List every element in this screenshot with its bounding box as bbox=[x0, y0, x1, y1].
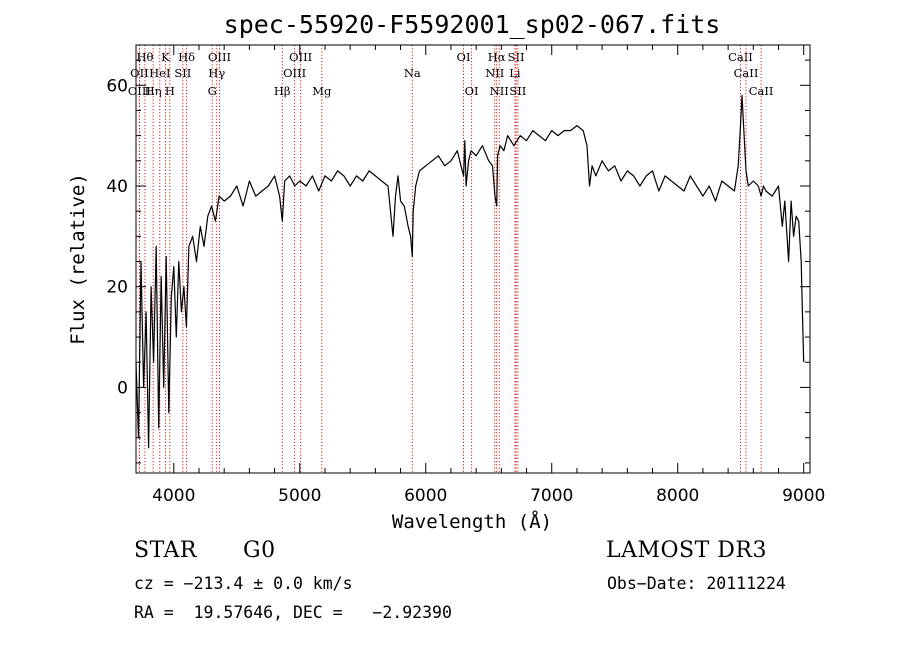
line-marker-label-20: Hα bbox=[488, 50, 506, 64]
x-tick-label-5: 9000 bbox=[782, 486, 825, 506]
line-marker-label-25: CaII bbox=[728, 50, 753, 64]
line-marker-label-24: SII bbox=[509, 84, 526, 98]
x-tick-label-1: 5000 bbox=[278, 486, 321, 506]
x-axis-label: Wavelength (Å) bbox=[392, 510, 552, 533]
line-marker-label-27: CaII bbox=[749, 84, 774, 98]
survey-name: LAMOST DR3 bbox=[606, 538, 767, 563]
spectrum-line bbox=[135, 94, 805, 449]
line-marker-label-17: OI bbox=[457, 50, 471, 64]
observation-date: Obs−Date: 20111224 bbox=[607, 574, 786, 593]
line-marker-label-5: K bbox=[161, 50, 170, 64]
x-tick-label-3: 7000 bbox=[530, 486, 573, 506]
line-marker-label-7: SII bbox=[174, 66, 191, 80]
line-marker-label-21: NII bbox=[490, 84, 509, 98]
spectrum-series bbox=[135, 94, 805, 449]
line-marker-label-10: Hγ bbox=[208, 66, 225, 80]
axis-ticks: 4000 5000 6000 7000 8000 9000 0 20 40 60 bbox=[106, 45, 825, 506]
chart-title: spec-55920-F5592001_sp02-067.fits bbox=[224, 10, 721, 39]
y-tick-label-0: 0 bbox=[117, 378, 128, 398]
y-tick-label-1: 20 bbox=[106, 278, 128, 298]
line-marker-label-11: OIII bbox=[208, 50, 231, 64]
x-tick-label-0: 4000 bbox=[152, 486, 195, 506]
object-subclass: G0 bbox=[243, 538, 276, 563]
plot-frame bbox=[135, 44, 811, 474]
line-marker-label-3: Hη bbox=[145, 84, 162, 98]
line-marker-label-22: Li bbox=[509, 66, 521, 80]
y-tick-label-2: 40 bbox=[106, 177, 128, 197]
line-marker-label-4: HeI bbox=[149, 66, 170, 80]
redshift-velocity: cz = −213.4 ± 0.0 km/s bbox=[134, 574, 353, 593]
line-marker-label-8: Hδ bbox=[178, 50, 195, 64]
line-marker-label-2: Hθ bbox=[136, 50, 153, 64]
line-markers: OIIOIIIHθHηHeIKHSIIHδGHγOIIIHβOIIIOIIIMg… bbox=[128, 45, 774, 473]
line-marker-label-14: OIII bbox=[289, 50, 312, 64]
y-tick-label-3: 60 bbox=[106, 76, 128, 96]
line-marker-label-0: OII bbox=[130, 66, 149, 80]
x-tick-label-2: 6000 bbox=[404, 486, 447, 506]
line-marker-label-15: Mg bbox=[312, 84, 332, 98]
line-marker-label-18: OI bbox=[465, 84, 479, 98]
line-marker-label-26: CaII bbox=[734, 66, 759, 80]
line-marker-label-19: NII bbox=[485, 66, 504, 80]
object-class: STAR bbox=[134, 538, 197, 563]
y-axis-label: Flux (relative) bbox=[67, 173, 89, 345]
x-tick-label-4: 8000 bbox=[656, 486, 699, 506]
line-marker-label-16: Na bbox=[404, 66, 421, 80]
line-marker-label-9: G bbox=[208, 84, 217, 98]
line-marker-label-6: H bbox=[165, 84, 175, 98]
line-marker-label-12: Hβ bbox=[274, 84, 291, 98]
line-marker-label-13: OIII bbox=[283, 66, 306, 80]
sky-coordinates: RA = 19.57646, DEC = −2.92390 bbox=[134, 603, 452, 622]
line-marker-label-23: SII bbox=[508, 50, 525, 64]
